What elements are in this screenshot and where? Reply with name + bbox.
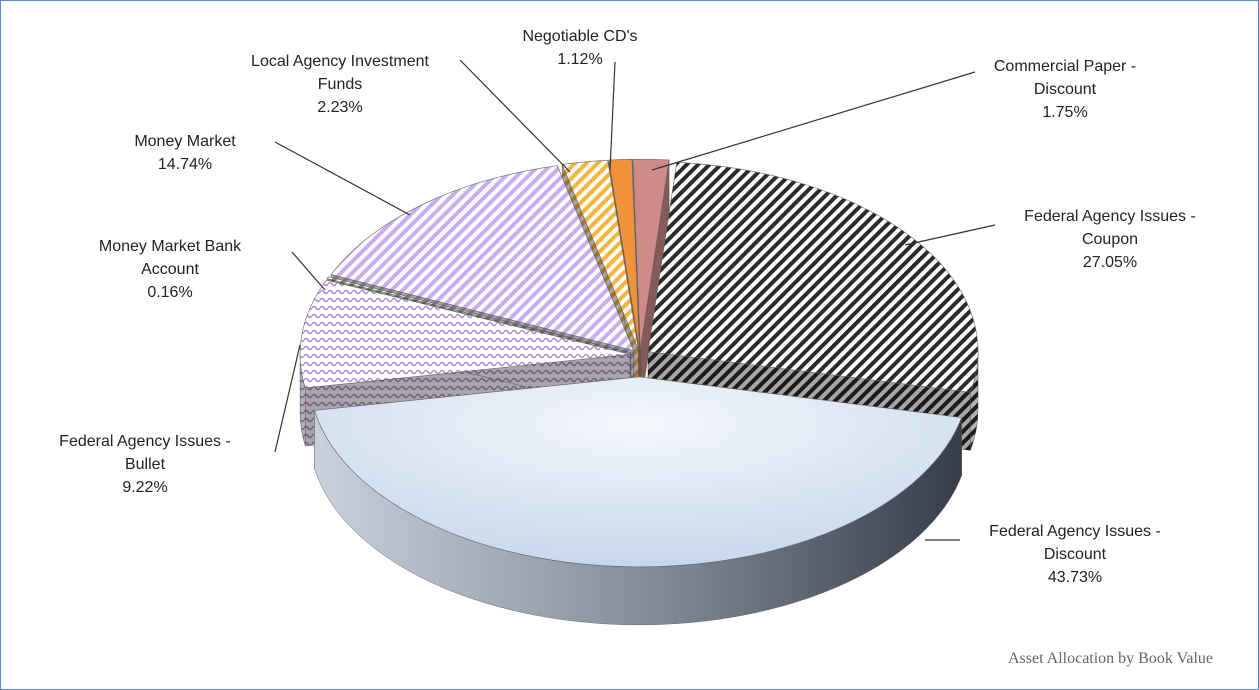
leader-line (459, 59, 571, 173)
data-label: Federal Agency Issues - Bullet 9.22% (50, 430, 240, 499)
data-label: Negotiable CD's 1.12% (485, 25, 675, 71)
value-label: 1.75% (1042, 104, 1088, 121)
leader-line (651, 71, 976, 171)
category-label: Money Market (134, 133, 236, 150)
slice (314, 376, 963, 568)
slice (326, 276, 631, 354)
leader-line (274, 344, 301, 453)
category-label: Commercial Paper - Discount (993, 58, 1137, 98)
value-label: 27.05% (1082, 254, 1138, 271)
value-label: 9.22% (122, 479, 168, 496)
category-label: Federal Agency Issues - Discount (989, 523, 1161, 563)
category-label: Federal Agency Issues - Coupon (1024, 208, 1196, 248)
slice-shade (970, 351, 979, 451)
slice-shade (640, 159, 670, 408)
slice-group (314, 376, 963, 626)
chart-title: Asset Allocation by Book Value (1007, 650, 1213, 667)
data-label: Federal Agency Issues - Coupon 27.05% (1015, 205, 1205, 274)
value-label: 2.23% (317, 99, 363, 116)
value-label: 14.74% (157, 156, 213, 173)
leader-line (291, 251, 326, 291)
slice (330, 165, 635, 352)
category-label: Money Market Bank Account (98, 238, 242, 278)
data-label: Federal Agency Issues - Discount 43.73% (980, 520, 1170, 589)
value-label: 0.16% (147, 284, 193, 301)
data-label: Money Market 14.74% (90, 130, 280, 176)
value-label: 43.73% (1047, 569, 1103, 586)
data-label: Local Agency Investment Funds 2.23% (245, 50, 435, 119)
slice-shade (300, 354, 306, 446)
category-label: Negotiable CD's (522, 28, 638, 45)
category-label: Federal Agency Issues - Bullet (59, 433, 231, 473)
slice (608, 158, 640, 350)
data-label: Money Market Bank Account 0.16% (75, 235, 265, 304)
leader-line (904, 224, 996, 246)
leader-line (609, 61, 616, 171)
data-label: Commercial Paper - Discount 1.75% (970, 55, 1160, 124)
slice (632, 158, 670, 350)
category-label: Local Agency Investment Funds (251, 53, 429, 93)
slice (647, 162, 979, 393)
value-label: 1.12% (557, 51, 603, 68)
leader-line (274, 141, 411, 216)
